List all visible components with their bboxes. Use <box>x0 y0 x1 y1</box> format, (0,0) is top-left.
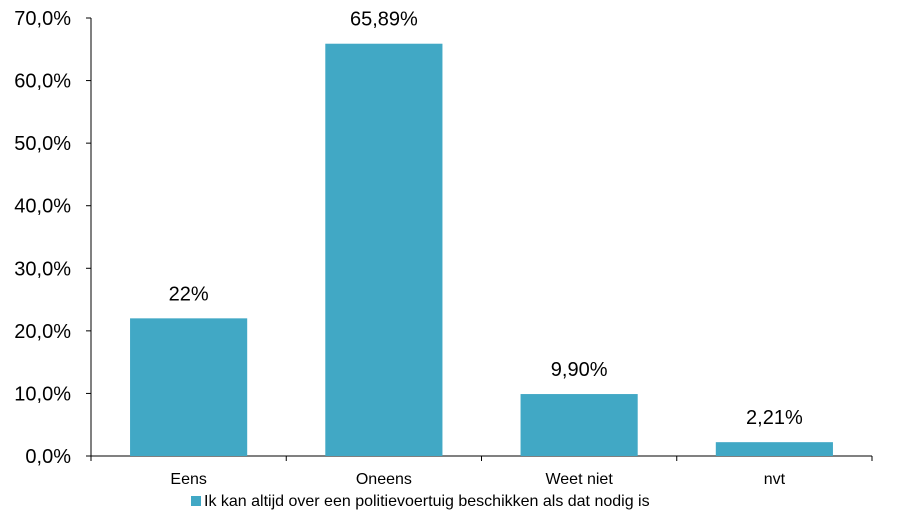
data-label: 65,89% <box>350 9 418 31</box>
legend-label: Ik kan altijd over een politievoertuig b… <box>204 493 650 510</box>
data-label: 9,90% <box>551 359 608 381</box>
x-tick-label: Weet niet <box>545 471 613 488</box>
y-tick-label: 10,0% <box>14 383 71 405</box>
x-tick-label: nvt <box>764 471 786 488</box>
bar <box>130 318 248 456</box>
bar <box>715 442 833 456</box>
y-tick-label: 60,0% <box>14 71 71 93</box>
legend-swatch <box>191 496 201 506</box>
bar <box>325 43 443 456</box>
x-axis: Eens Oneens Weet niet nvt <box>90 455 873 488</box>
legend: Ik kan altijd over een politievoertuig b… <box>191 493 650 510</box>
y-tick-label: 20,0% <box>14 321 71 343</box>
bar <box>520 394 638 456</box>
y-tick-label: 40,0% <box>14 196 71 218</box>
bars <box>130 43 833 456</box>
data-labels: 22% 65,89% 9,90% 2,21% <box>169 9 803 429</box>
data-label: 22% <box>169 283 209 305</box>
y-tick-label: 50,0% <box>14 133 71 155</box>
y-axis: 0,0% 10,0% 20,0% 30,0% 40,0% 50,0% 60,0% 70,0% <box>14 8 92 468</box>
y-tick-label: 30,0% <box>14 258 71 280</box>
y-tick-label: 0,0% <box>25 446 71 468</box>
data-label: 2,21% <box>746 407 803 429</box>
x-tick-label: Eens <box>170 471 206 488</box>
x-tick-label: Oneens <box>356 471 412 488</box>
y-tick-label: 70,0% <box>14 8 71 30</box>
